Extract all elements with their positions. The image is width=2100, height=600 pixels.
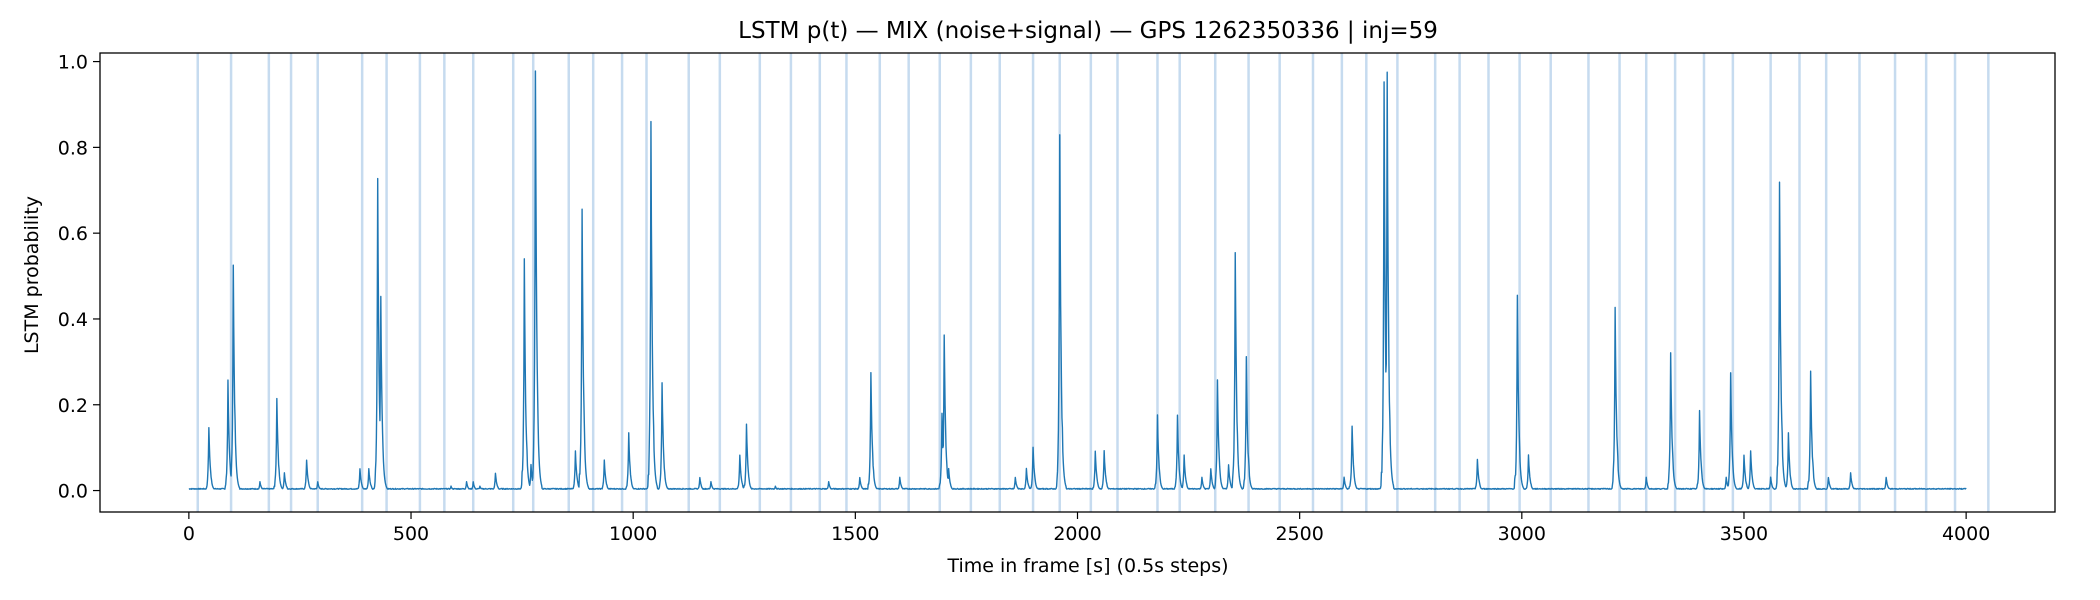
x-axis-label: Time in frame [s] (0.5s steps)	[946, 555, 1228, 577]
x-tick-label-5: 2500	[1275, 523, 1323, 545]
y-tick-label-2: 0.4	[58, 309, 88, 331]
y-tick-label-5: 1.0	[58, 52, 88, 74]
x-tick-label-0: 0	[183, 523, 195, 545]
injection-markers	[196, 53, 1990, 512]
chart-title: LSTM p(t) — MIX (noise+signal) — GPS 126…	[738, 18, 1438, 44]
series-layer	[188, 70, 1967, 490]
y-axis-label: LSTM probability	[21, 196, 43, 354]
x-tick-label-2: 1000	[609, 523, 657, 545]
y-tick-label-1: 0.2	[58, 395, 88, 417]
x-tick-label-1: 500	[393, 523, 429, 545]
x-tick-label-8: 4000	[1942, 523, 1990, 545]
y-tick-label-4: 0.8	[58, 137, 88, 159]
y-axis-ticks: 0.0 0.2 0.4 0.6 0.8 1.0	[58, 52, 100, 503]
x-tick-label-7: 3500	[1720, 523, 1768, 545]
y-tick-label-0: 0.0	[58, 481, 88, 503]
x-tick-label-6: 3000	[1498, 523, 1546, 545]
probability-series-line	[188, 70, 1967, 490]
x-tick-label-3: 1500	[831, 523, 879, 545]
x-axis-ticks: 0 500 1000 1500 2000 2500 3000 3500 4000	[183, 512, 1990, 545]
y-tick-label-3: 0.6	[58, 223, 88, 245]
x-tick-label-4: 2000	[1053, 523, 1101, 545]
